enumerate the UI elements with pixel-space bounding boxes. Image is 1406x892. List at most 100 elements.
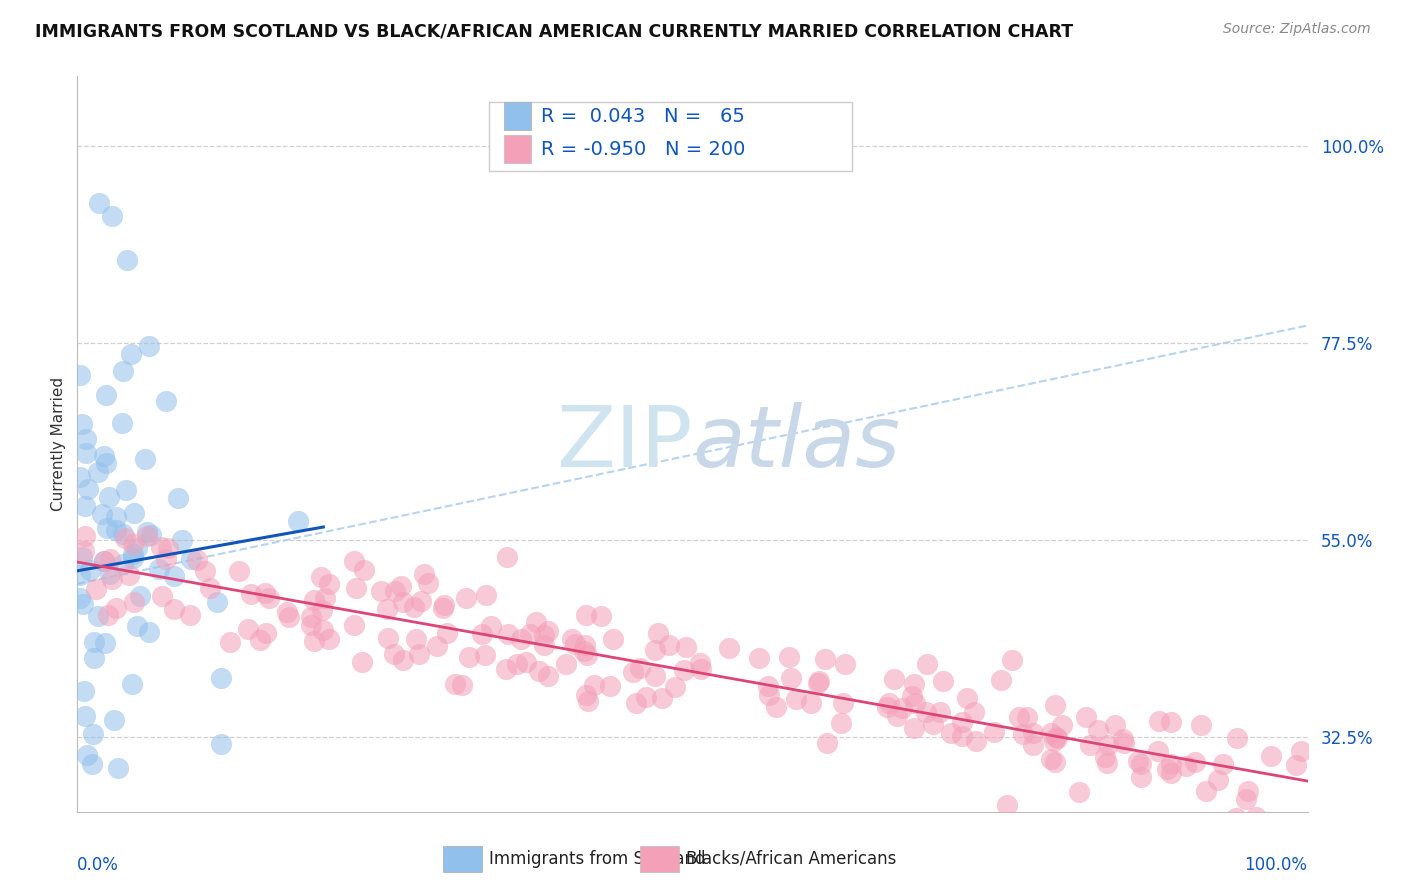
Point [807, 676, 830, 690]
Point [150, 590, 173, 604]
Point [343, 618, 366, 632]
Point [815, 736, 838, 750]
Point [402, 599, 425, 614]
Point [1212, 757, 1234, 772]
Point [103, 713, 125, 727]
Point [1067, 785, 1090, 799]
Point [644, 669, 666, 683]
Point [426, 639, 449, 653]
Point [758, 688, 780, 702]
Point [1022, 738, 1045, 752]
Point [125, 541, 148, 556]
Point [91, 507, 114, 521]
Point [1289, 744, 1312, 758]
Point [1225, 811, 1247, 825]
Point [228, 565, 250, 579]
FancyBboxPatch shape [489, 102, 852, 171]
Point [353, 563, 375, 577]
Point [180, 552, 202, 566]
Point [915, 705, 938, 719]
Point [560, 632, 582, 647]
Point [1045, 730, 1067, 744]
Point [314, 591, 336, 606]
Point [163, 568, 186, 582]
Text: 100.0%: 100.0% [1244, 856, 1308, 874]
Point [983, 725, 1005, 739]
Point [236, 622, 259, 636]
Point [134, 451, 156, 466]
Point [1094, 750, 1116, 764]
Point [644, 643, 666, 657]
Point [105, 509, 128, 524]
Point [93, 553, 115, 567]
Point [69, 368, 91, 382]
Point [963, 705, 986, 719]
Point [886, 709, 908, 723]
Point [471, 627, 494, 641]
Point [111, 557, 134, 571]
Point [475, 588, 498, 602]
Point [929, 705, 952, 719]
Point [1001, 653, 1024, 667]
Point [98, 551, 121, 566]
Point [70, 417, 93, 431]
Point [96, 457, 118, 471]
Point [170, 533, 193, 548]
Point [112, 527, 135, 541]
Text: Blacks/African Americans: Blacks/African Americans [686, 850, 897, 868]
Point [950, 714, 973, 729]
Point [299, 610, 322, 624]
Point [583, 678, 606, 692]
Point [602, 632, 624, 646]
Point [312, 623, 335, 637]
Point [416, 575, 439, 590]
Point [1043, 755, 1066, 769]
Point [537, 624, 560, 638]
Point [1017, 709, 1039, 723]
Point [72, 597, 94, 611]
Point [1087, 723, 1109, 738]
Point [254, 625, 277, 640]
Point [93, 449, 115, 463]
Point [318, 577, 340, 591]
Point [75, 709, 97, 723]
Point [122, 550, 145, 565]
Point [350, 656, 373, 670]
Point [647, 626, 669, 640]
Point [636, 690, 658, 704]
Point [800, 697, 823, 711]
Point [75, 446, 97, 460]
Point [155, 393, 177, 408]
Point [101, 209, 124, 223]
Point [1112, 731, 1135, 746]
Point [163, 602, 186, 616]
Point [377, 631, 399, 645]
Point [675, 640, 697, 654]
Point [69, 591, 91, 606]
Point [808, 673, 831, 688]
Point [87, 609, 110, 624]
Point [318, 632, 340, 646]
Point [1046, 731, 1069, 746]
Point [621, 665, 644, 680]
Point [257, 591, 280, 606]
Point [1160, 714, 1182, 729]
Point [785, 692, 807, 706]
Point [1285, 758, 1308, 772]
Point [75, 432, 97, 446]
Point [432, 600, 454, 615]
Point [370, 584, 392, 599]
Text: R = -0.950   N = 200: R = -0.950 N = 200 [541, 140, 745, 159]
Point [405, 632, 427, 646]
Point [555, 657, 578, 672]
Text: ZIP: ZIP [555, 402, 693, 485]
Point [412, 567, 434, 582]
Point [1175, 759, 1198, 773]
Point [1050, 718, 1073, 732]
Point [97, 607, 120, 622]
Point [672, 663, 695, 677]
Point [436, 625, 458, 640]
Point [73, 529, 96, 543]
Point [70, 549, 93, 564]
Point [664, 680, 686, 694]
